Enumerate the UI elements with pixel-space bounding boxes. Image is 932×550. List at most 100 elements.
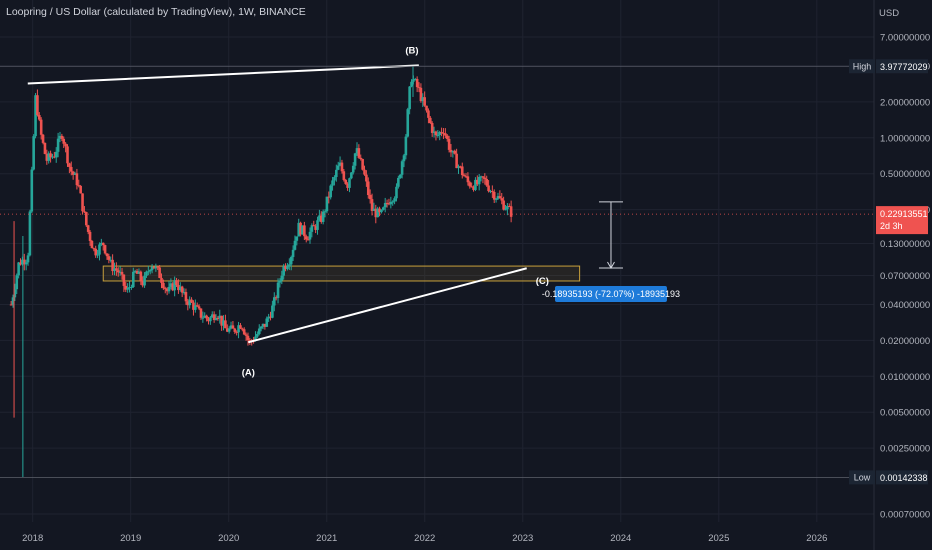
candle-body (241, 328, 244, 330)
candle-body (387, 203, 391, 205)
candle-body (363, 169, 366, 175)
candle-body (365, 174, 368, 182)
candle-body (316, 220, 319, 230)
candle-body (171, 283, 175, 291)
candle-body (344, 179, 348, 184)
candle-body (462, 175, 466, 177)
candle-body (190, 299, 193, 303)
candle-body (225, 328, 229, 332)
candle-body (186, 301, 190, 306)
candle-body (175, 280, 178, 286)
candle-body (135, 270, 139, 274)
candle-body (432, 131, 436, 133)
candlestick-series (9, 66, 513, 478)
candle-body (272, 297, 276, 306)
candle-body (130, 286, 133, 288)
price-tick-label: 2.00000000 (880, 97, 930, 108)
candle-body (85, 212, 88, 226)
candle-body (66, 146, 69, 164)
candle-body (62, 138, 66, 144)
low-badge-value: 0.00142338 (880, 473, 928, 483)
candle-body (301, 225, 304, 235)
candle-body (304, 236, 308, 240)
candle-body (256, 334, 259, 337)
candle-body (509, 206, 513, 217)
candle-body (43, 142, 47, 154)
candle-body (280, 275, 284, 281)
candle-body (220, 315, 223, 326)
candle-body (116, 270, 120, 273)
candle-body (45, 153, 49, 161)
candle-body (291, 249, 295, 258)
time-tick-label: 2025 (708, 533, 729, 544)
candle-body (278, 280, 282, 283)
candle-body (314, 226, 317, 230)
high-low-lines (0, 65, 874, 478)
candle-body (83, 211, 86, 213)
support-zone (102, 265, 581, 282)
candle-body (173, 280, 176, 291)
candle-body (73, 173, 77, 175)
candle-body (491, 191, 494, 193)
candle-body (391, 201, 395, 203)
candle-body (299, 222, 302, 235)
candle-body (385, 202, 389, 204)
candle-body (319, 215, 323, 222)
candle-body (122, 274, 126, 286)
candle-body (374, 208, 378, 218)
time-tick-label: 2022 (414, 533, 435, 544)
measure-arrow (607, 261, 615, 269)
candle-body (88, 231, 92, 241)
candle-body (421, 97, 425, 102)
candle-body (38, 115, 41, 120)
wave-label: (C) (536, 276, 549, 287)
candle-body (438, 132, 442, 135)
candle-body (224, 320, 227, 329)
candle-body (152, 266, 156, 269)
candle-body (348, 178, 351, 188)
candle-body (165, 288, 169, 292)
candle-body (419, 87, 423, 102)
candle-body (128, 286, 131, 288)
candle-body (353, 153, 357, 166)
candle-body (139, 271, 143, 281)
candle-body (427, 110, 430, 118)
trendline (27, 64, 419, 85)
candle-body (460, 166, 464, 176)
candle-body (257, 328, 261, 335)
support-zone-box (102, 265, 581, 282)
candle-body (235, 331, 238, 333)
candle-body (357, 148, 361, 158)
candle-body (26, 255, 30, 263)
chart-title: Loopring / US Dollar (calculated by Trad… (6, 6, 306, 18)
candle-body (47, 153, 51, 161)
candle-body (147, 271, 150, 273)
candle-body (380, 209, 383, 213)
candle-body (178, 286, 182, 291)
time-axis[interactable]: 2018 2019 2020 2021 2022 2023 2024 2025 2026 (22, 533, 827, 544)
candle-body (447, 138, 451, 150)
candle-body (333, 177, 336, 181)
candle-body (338, 162, 342, 166)
candle-body (75, 173, 79, 186)
candle-body (49, 153, 52, 158)
candle-body (244, 334, 248, 336)
candle-body (265, 318, 269, 327)
candle-body (11, 297, 15, 305)
wave-label: (A) (242, 367, 255, 378)
candle-body (199, 308, 203, 318)
candle-body (476, 179, 479, 185)
candle-body (17, 262, 20, 276)
candle-body (109, 259, 113, 261)
candle-body (28, 211, 32, 256)
candle-body (429, 117, 432, 124)
last-price-box (876, 206, 928, 235)
candle-body (481, 176, 485, 178)
last-price-value: 0.22913551 (880, 209, 928, 219)
candle-body (207, 318, 210, 322)
candle-body (32, 136, 35, 170)
candle-body (413, 78, 417, 80)
high-badge-value-box (876, 59, 928, 74)
